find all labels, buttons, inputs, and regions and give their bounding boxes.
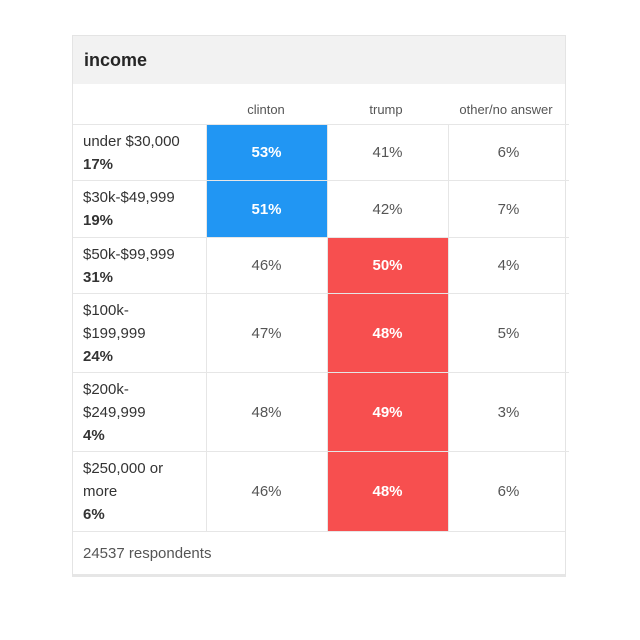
value-cell-other: 6% — [448, 124, 569, 181]
row-label: under $30,000 — [83, 132, 180, 150]
row-share: 4% — [83, 426, 105, 444]
table-row: $250,000 or more 6% 46% 48% 6% — [73, 451, 569, 531]
column-header-other: other/no answer — [459, 102, 553, 117]
card-footer: 24537 respondents — [73, 531, 565, 575]
exit-poll-card: income clinton trump other/no answer und… — [72, 35, 569, 577]
value-cell-clinton: 48% — [206, 372, 328, 452]
column-header-trump: trump — [369, 102, 403, 117]
row-label-cell: $200k- $249,999 4% — [73, 372, 207, 452]
value-cell-other: 6% — [448, 451, 569, 531]
row-label-cell: $250,000 or more 6% — [73, 451, 207, 531]
value-cell-other: 7% — [448, 180, 569, 238]
card-title: income — [84, 50, 148, 70]
value-cell-trump: 42% — [327, 180, 449, 238]
row-share: 17% — [83, 155, 114, 173]
row-share: 31% — [83, 268, 114, 286]
row-label: $250,000 or more — [83, 459, 164, 500]
card-header: income — [73, 36, 565, 84]
value-cell-trump: 50% — [327, 237, 449, 294]
value-cell-trump: 48% — [327, 451, 449, 531]
value-cell-clinton: 46% — [206, 451, 328, 531]
row-share: 19% — [83, 212, 114, 229]
value-cell-trump: 41% — [327, 124, 449, 181]
row-label: $100k- $199,999 — [83, 301, 146, 342]
value-cell-trump: 49% — [327, 372, 449, 452]
value-cell-other: 4% — [448, 237, 569, 294]
value-cell-other: 5% — [448, 293, 569, 373]
row-share: 24% — [83, 347, 114, 365]
row-label-cell: under $30,000 17% — [73, 124, 207, 181]
column-headers: clinton trump other/no answer — [73, 84, 565, 124]
row-share: 6% — [83, 505, 105, 523]
row-label: $50k-$99,999 — [83, 245, 175, 263]
row-label-cell: $50k-$99,999 31% — [73, 237, 207, 294]
table-row: under $30,000 17% 53% 41% 6% — [73, 124, 569, 181]
value-cell-trump: 48% — [327, 293, 449, 373]
value-cell-clinton: 47% — [206, 293, 328, 373]
row-label-cell: $100k- $199,999 24% — [73, 293, 207, 373]
value-cell-other: 3% — [448, 372, 569, 452]
column-header-clinton: clinton — [247, 102, 285, 117]
table-row: $30k-$49,999 19% 51% 42% 7% — [73, 180, 569, 238]
table-row: $200k- $249,999 4% 48% 49% 3% — [73, 372, 569, 452]
value-cell-clinton: 46% — [206, 237, 328, 294]
row-label-cell: $30k-$49,999 19% — [73, 180, 207, 238]
results-table: under $30,000 17% 53% 41% 6% $30k-$49,999 19% 5… — [73, 124, 569, 531]
respondents-count: 24537 respondents — [83, 545, 212, 562]
row-label: $200k- $249,999 — [83, 380, 146, 421]
table-row: $100k- $199,999 24% 47% 48% 5% — [73, 293, 569, 373]
table-row: $50k-$99,999 31% 46% 50% 4% — [73, 237, 569, 294]
value-cell-clinton: 53% — [206, 124, 328, 181]
row-label: $30k-$49,999 — [83, 189, 175, 206]
value-cell-clinton: 51% — [206, 180, 328, 238]
